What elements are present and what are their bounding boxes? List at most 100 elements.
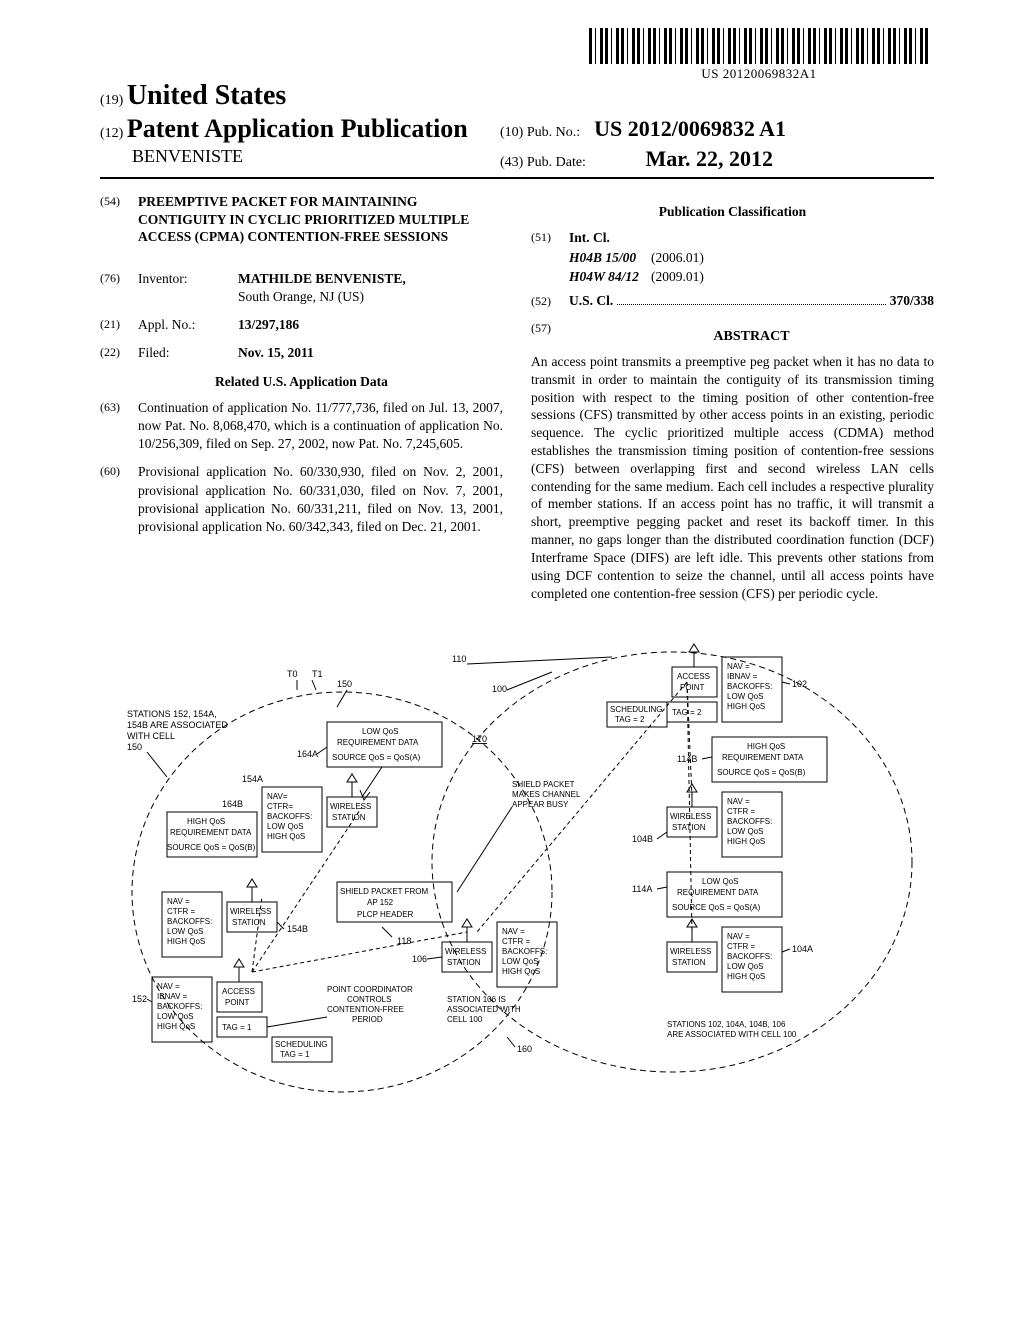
f63: (63) bbox=[100, 399, 138, 454]
svg-text:BACKOFFS:: BACKOFFS: bbox=[157, 1002, 202, 1011]
related-head: Related U.S. Application Data bbox=[100, 373, 503, 391]
svg-text:STATION: STATION bbox=[672, 823, 706, 832]
author: BENVENISTE bbox=[132, 146, 243, 166]
pubdate-label: Pub. Date: bbox=[527, 155, 586, 170]
f76: (76) bbox=[100, 270, 138, 306]
svg-text:BACKOFFS:: BACKOFFS: bbox=[502, 947, 547, 956]
abstract-head: ABSTRACT bbox=[569, 328, 934, 347]
f60: (60) bbox=[100, 463, 138, 536]
uscl-row: (52) U.S. Cl. 370/338 bbox=[531, 292, 934, 310]
svg-text:CTFR =: CTFR = bbox=[727, 807, 756, 816]
svg-text:NAV =: NAV = bbox=[727, 662, 750, 671]
svg-text:SCHEDULING: SCHEDULING bbox=[275, 1040, 327, 1049]
svg-text:REQUIREMENT DATA: REQUIREMENT DATA bbox=[722, 753, 804, 762]
n100: 100 bbox=[492, 684, 507, 694]
pubclass-head: Publication Classification bbox=[531, 203, 934, 221]
svg-text:WIRELESS: WIRELESS bbox=[230, 907, 271, 916]
f51: (51) bbox=[531, 229, 569, 247]
svg-text:TAG = 1: TAG = 1 bbox=[222, 1023, 252, 1032]
svg-text:SHIELD PACKET FROM: SHIELD PACKET FROM bbox=[340, 887, 429, 896]
intcl-label: Int. Cl. bbox=[569, 229, 610, 247]
pubno-label: Pub. No.: bbox=[527, 125, 580, 140]
figure-svg: 110 100 T0 T1 150 STATIONS 152, 154A, 15… bbox=[112, 632, 922, 1102]
filed-row: (22) Filed: Nov. 15, 2011 bbox=[100, 344, 503, 362]
svg-text:ACCESS: ACCESS bbox=[222, 987, 255, 996]
svg-text:BACKOFFS:: BACKOFFS: bbox=[727, 817, 772, 826]
intcl1-code: H04B 15/00 bbox=[531, 249, 651, 267]
pubdate: Mar. 22, 2012 bbox=[645, 146, 773, 171]
n152: 152 bbox=[132, 994, 147, 1004]
t0: T0 bbox=[287, 669, 298, 679]
n164b: 164B bbox=[222, 799, 243, 809]
svg-text:POINT: POINT bbox=[680, 683, 705, 692]
req-data: REQUIREMENT DATA bbox=[337, 738, 419, 747]
abstract-body: An access point transmits a preemptive p… bbox=[531, 353, 934, 602]
f57: (57) bbox=[531, 320, 569, 353]
uscl-val: 370/338 bbox=[890, 292, 934, 310]
intcl2: H04W 84/12 (2009.01) bbox=[531, 268, 934, 286]
svg-text:TAG = 1: TAG = 1 bbox=[280, 1050, 310, 1059]
continuation-row: (63) Continuation of application No. 11/… bbox=[100, 399, 503, 454]
svg-text:BACKOFFS:: BACKOFFS: bbox=[727, 682, 772, 691]
svg-text:LOW QoS: LOW QoS bbox=[167, 927, 203, 936]
svg-text:HIGH QoS: HIGH QoS bbox=[502, 967, 540, 976]
pub-type: Patent Application Publication bbox=[127, 114, 468, 143]
stn106: STATION 106 IS ASSOCIATED WITH CELL 100 bbox=[447, 995, 523, 1024]
n170: 170 bbox=[472, 734, 487, 744]
f21: (21) bbox=[100, 316, 138, 334]
svg-text:CTFR=: CTFR= bbox=[267, 802, 293, 811]
svg-text:HIGH QoS: HIGH QoS bbox=[157, 1022, 195, 1031]
title: PREEMPTIVE PACKET FOR MAINTAINING CONTIG… bbox=[138, 193, 503, 246]
svg-text:NAV =: NAV = bbox=[167, 897, 190, 906]
applno-label: Appl. No.: bbox=[138, 316, 238, 334]
svg-text:PLCP HEADER: PLCP HEADER bbox=[357, 910, 414, 919]
svg-text:LOW QoS: LOW QoS bbox=[267, 822, 303, 831]
stations-assoc: STATIONS 152, 154A, 154B ARE ASSOCIATED … bbox=[127, 709, 230, 752]
svg-text:HIGH QoS: HIGH QoS bbox=[187, 817, 225, 826]
stns-100: STATIONS 102, 104A, 104B, 106 ARE ASSOCI… bbox=[667, 1020, 797, 1039]
filed-label: Filed: bbox=[138, 344, 238, 362]
svg-text:REQUIREMENT DATA: REQUIREMENT DATA bbox=[677, 888, 759, 897]
prefix-19: (19) bbox=[100, 93, 123, 108]
n114b: 114B bbox=[677, 754, 697, 764]
prefix-10: (10) bbox=[500, 125, 523, 140]
svg-text:WIRELESS: WIRELESS bbox=[330, 802, 371, 811]
svg-text:HIGH QoS: HIGH QoS bbox=[747, 742, 785, 751]
svg-text:NAV=: NAV= bbox=[267, 792, 288, 801]
svg-text:ACCESS: ACCESS bbox=[677, 672, 710, 681]
n104a: 104A bbox=[792, 944, 813, 954]
inventor-loc: South Orange, NJ (US) bbox=[238, 289, 364, 304]
barcode-text: US 20120069832A1 bbox=[589, 66, 929, 82]
svg-text:STATION: STATION bbox=[232, 918, 266, 927]
low-qos: LOW QoS bbox=[362, 727, 398, 736]
right-column: Publication Classification (51) Int. Cl.… bbox=[531, 193, 934, 602]
svg-text:IBNAV =: IBNAV = bbox=[157, 992, 188, 1001]
intcl2-code: H04W 84/12 bbox=[531, 268, 651, 286]
n110: 110 bbox=[452, 654, 466, 664]
svg-text:SOURCE QoS = QoS(A): SOURCE QoS = QoS(A) bbox=[672, 903, 761, 912]
divider-rule bbox=[100, 177, 934, 179]
svg-text:BACKOFFS:: BACKOFFS: bbox=[167, 917, 212, 926]
svg-text:SOURCE QoS = QoS(B): SOURCE QoS = QoS(B) bbox=[717, 768, 806, 777]
svg-text:SOURCE QoS = QoS(B): SOURCE QoS = QoS(B) bbox=[167, 843, 256, 852]
shield-busy: SHIELD PACKET MAKES CHANNEL APPEAR BUSY bbox=[512, 780, 582, 809]
prefix-12: (12) bbox=[100, 126, 123, 141]
n104b: 104B bbox=[632, 834, 653, 844]
inventor-body: MATHILDE BENVENISTE, South Orange, NJ (U… bbox=[238, 270, 503, 306]
inventor-name: MATHILDE BENVENISTE, bbox=[238, 271, 406, 286]
pubno-line: (10) Pub. No.: US 2012/0069832 A1 bbox=[500, 116, 786, 142]
continuation: Continuation of application No. 11/777,7… bbox=[138, 399, 503, 454]
f22: (22) bbox=[100, 344, 138, 362]
inventor-label: Inventor: bbox=[138, 270, 238, 306]
applno-row: (21) Appl. No.: 13/297,186 bbox=[100, 316, 503, 334]
inventor-row: (76) Inventor: MATHILDE BENVENISTE, Sout… bbox=[100, 270, 503, 306]
svg-text:STATION: STATION bbox=[332, 813, 366, 822]
intcl2-year: (2009.01) bbox=[651, 268, 704, 286]
abstract-row: (57) ABSTRACT bbox=[531, 320, 934, 353]
svg-text:BACKOFFS:: BACKOFFS: bbox=[727, 952, 772, 961]
pc-controls: POINT COORDINATOR CONTROLS CONTENTION-FR… bbox=[327, 985, 415, 1024]
svg-text:CTFR =: CTFR = bbox=[502, 937, 531, 946]
svg-text:STATION: STATION bbox=[447, 958, 481, 967]
columns: (54) PREEMPTIVE PACKET FOR MAINTAINING C… bbox=[100, 193, 934, 602]
uscl-label: U.S. Cl. bbox=[569, 292, 613, 310]
